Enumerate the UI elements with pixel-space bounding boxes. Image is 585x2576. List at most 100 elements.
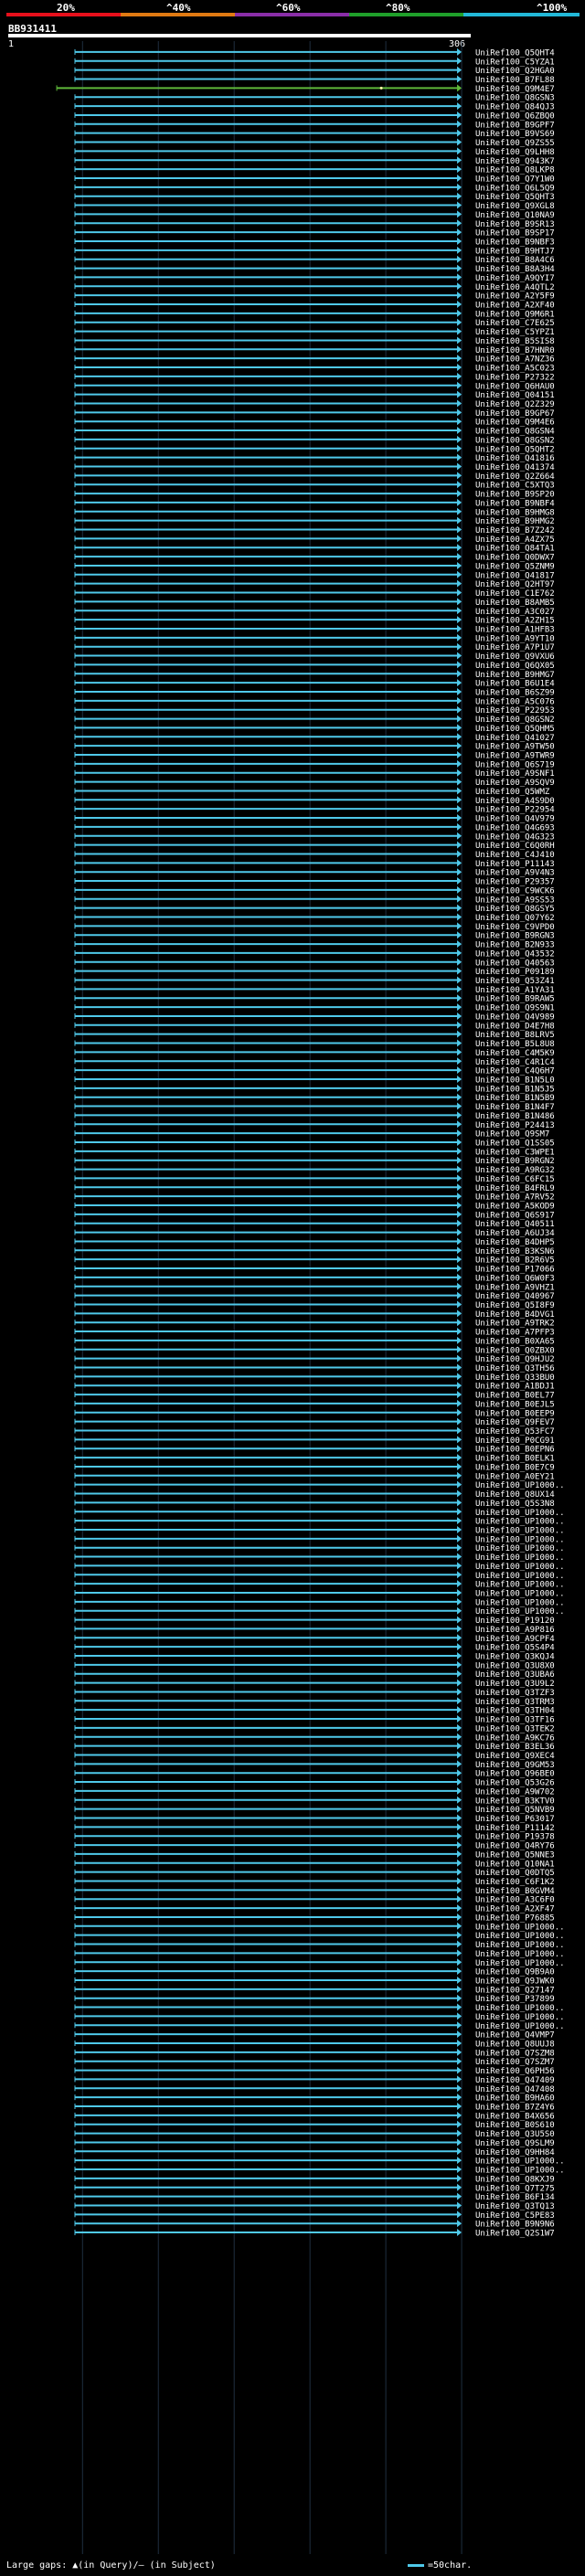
- hit-label-220: UniRef100_Q4VMP7: [475, 2031, 555, 2041]
- hit-arrow-4: [457, 84, 463, 92]
- hit-arrow-72: [457, 696, 463, 705]
- hit-arrow-95: [457, 904, 463, 912]
- hit-arrow-27: [457, 292, 463, 300]
- scale-segment-orange: [121, 13, 235, 16]
- scale-label-100: ^100%: [537, 2, 568, 14]
- hit-arrow-227: [457, 2094, 463, 2102]
- hit-label-85: UniRef100_Q4V979: [475, 815, 555, 824]
- hit-label-60: UniRef100_C1E762: [475, 589, 555, 599]
- query-bar: [8, 34, 471, 37]
- hit-arrow-137: [457, 1282, 463, 1290]
- hit-arrow-201: [457, 1859, 463, 1867]
- hit-label-215: UniRef100_Q27147: [475, 1986, 555, 1995]
- scale-segment-green: [349, 13, 463, 16]
- hit-label-24: UniRef100_B8A3H4: [475, 265, 555, 274]
- hit-label-120: UniRef100_Q9SM7: [475, 1130, 549, 1140]
- hit-arrow-172: [457, 1597, 463, 1606]
- hit-arrow-199: [457, 1841, 463, 1850]
- hit-label-101: UniRef100_Q40563: [475, 959, 555, 968]
- hit-label-9: UniRef100_B9VS69: [475, 130, 555, 139]
- hit-arrow-168: [457, 1562, 463, 1570]
- hit-label-108: UniRef100_D4E7H8: [475, 1022, 555, 1031]
- hit-arrow-96: [457, 913, 463, 921]
- hit-label-213: UniRef100_Q9B9A0: [475, 1968, 555, 1977]
- hit-label-40: UniRef100_B9GP67: [475, 409, 555, 419]
- hit-label-173: UniRef100_UP1000..: [475, 1607, 565, 1617]
- hit-arrow-57: [457, 561, 463, 569]
- hit-label-49: UniRef100_B9SP20: [475, 491, 555, 500]
- hit-label-116: UniRef100_B1N5B9: [475, 1094, 555, 1103]
- hit-arrow-215: [457, 1985, 463, 1993]
- hit-arrow-213: [457, 1967, 463, 1976]
- hit-label-110: UniRef100_B5L8U8: [475, 1040, 555, 1049]
- hit-label-115: UniRef100_B1N5J5: [475, 1085, 555, 1094]
- hit-label-20: UniRef100_B9SP17: [475, 229, 555, 239]
- hit-arrow-238: [457, 2192, 463, 2200]
- hit-arrow-241: [457, 2220, 463, 2228]
- ruler-end-label: 306: [449, 39, 466, 49]
- hit-label-106: UniRef100_Q9S9N1: [475, 1004, 555, 1013]
- hit-arrow-21: [457, 237, 463, 245]
- hit-arrow-233: [457, 2147, 463, 2156]
- hit-arrow-129: [457, 1210, 463, 1218]
- hit-arrow-48: [457, 481, 463, 489]
- ruler-start-label: 1: [8, 39, 15, 49]
- hit-arrow-141: [457, 1319, 463, 1327]
- hit-label-238: UniRef100_B6F134: [475, 2193, 555, 2202]
- hit-label-30: UniRef100_C7E625: [475, 319, 555, 328]
- hit-arrow-146: [457, 1363, 463, 1372]
- hit-label-179: UniRef100_Q3U8X0: [475, 1661, 555, 1670]
- hit-arrow-132: [457, 1237, 463, 1246]
- hit-arrow-70: [457, 679, 463, 687]
- hit-arrow-159: [457, 1480, 463, 1489]
- hit-label-180: UniRef100_Q3UBA6: [475, 1670, 555, 1680]
- hit-label-3: UniRef100_B7FL88: [475, 76, 555, 85]
- hit-arrow-221: [457, 2039, 463, 2047]
- hit-label-155: UniRef100_B0EPN6: [475, 1446, 555, 1455]
- hit-arrow-204: [457, 1886, 463, 1894]
- hit-label-122: UniRef100_C3WPE1: [475, 1148, 555, 1157]
- hit-label-177: UniRef100_Q5S4P4: [475, 1644, 555, 1653]
- hit-arrow-125: [457, 1174, 463, 1182]
- hit-label-174: UniRef100_P19120: [475, 1617, 555, 1626]
- hit-arrow-171: [457, 1588, 463, 1596]
- hit-arrow-51: [457, 507, 463, 515]
- hit-arrow-17: [457, 201, 463, 209]
- hit-arrow-75: [457, 724, 463, 732]
- hit-arrow-3: [457, 75, 463, 83]
- hit-label-15: UniRef100_Q6L5Q9: [475, 184, 555, 193]
- hit-arrow-12: [457, 156, 463, 164]
- hit-label-135: UniRef100_P17066: [475, 1266, 555, 1275]
- hit-label-145: UniRef100_Q9HJU2: [475, 1355, 555, 1364]
- hit-arrow-139: [457, 1300, 463, 1309]
- hit-arrow-91: [457, 868, 463, 876]
- hit-arrow-123: [457, 1156, 463, 1164]
- hit-label-136: UniRef100_Q6W0F3: [475, 1274, 555, 1283]
- hit-arrow-200: [457, 1850, 463, 1858]
- hit-arrow-179: [457, 1660, 463, 1669]
- hit-arrow-184: [457, 1706, 463, 1714]
- hit-arrow-155: [457, 1445, 463, 1453]
- hit-arrow-63: [457, 616, 463, 624]
- hit-arrow-149: [457, 1391, 463, 1399]
- hit-label-22: UniRef100_B9HTJ7: [475, 247, 555, 256]
- hit-label-88: UniRef100_C6Q0RH: [475, 842, 555, 851]
- hit-arrow-19: [457, 219, 463, 228]
- hit-label-206: UniRef100_A2XF47: [475, 1905, 555, 1914]
- hit-label-94: UniRef100_A9SS53: [475, 896, 555, 905]
- hit-arrow-34: [457, 355, 463, 363]
- hit-arrow-191: [457, 1769, 463, 1777]
- hit-arrow-6: [457, 102, 463, 111]
- hit-arrow-74: [457, 715, 463, 723]
- hit-label-27: UniRef100_A2Y5F9: [475, 292, 555, 302]
- hit-arrow-134: [457, 1256, 463, 1264]
- hit-label-123: UniRef100_B9RGN2: [475, 1157, 555, 1166]
- hit-label-157: UniRef100_B0E7C9: [475, 1463, 555, 1472]
- hit-label-82: UniRef100_Q5WMZ: [475, 788, 550, 797]
- hit-label-98: UniRef100_B9RGN3: [475, 932, 555, 941]
- hit-label-109: UniRef100_B8LRV5: [475, 1031, 555, 1040]
- hit-label-99: UniRef100_B2N933: [475, 941, 555, 950]
- hit-arrow-13: [457, 165, 463, 174]
- hit-arrow-126: [457, 1183, 463, 1192]
- hit-arrow-169: [457, 1571, 463, 1579]
